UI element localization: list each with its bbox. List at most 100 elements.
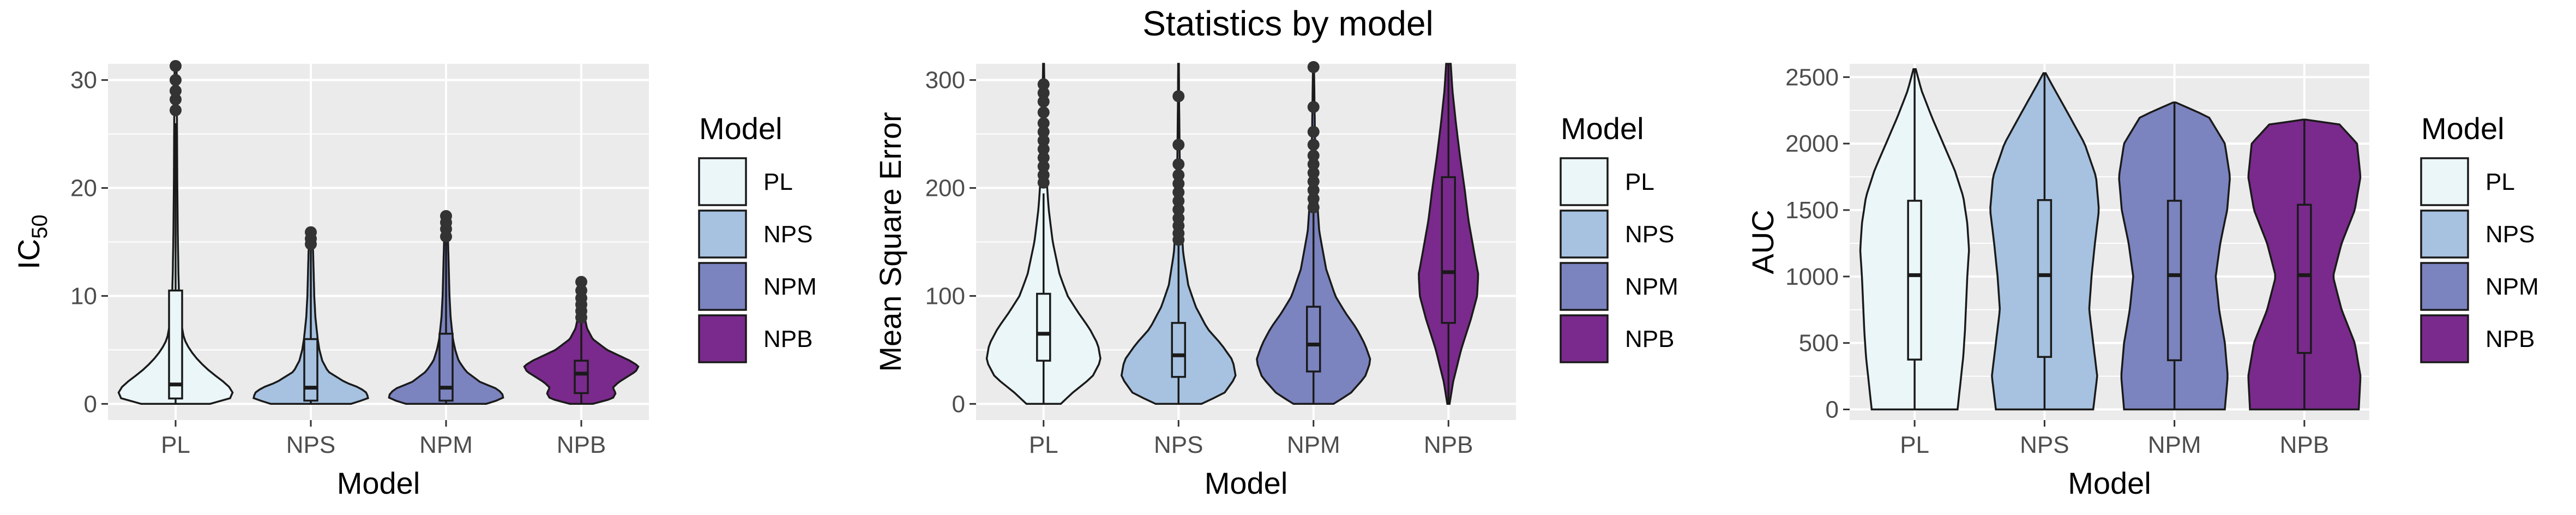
box-iqr <box>1036 292 1051 362</box>
violin-npm <box>388 210 504 405</box>
legend: Model PL NPS NPM NPB <box>1560 111 1678 363</box>
outlier-point <box>170 59 182 72</box>
x-tick-label: NPB <box>557 432 606 458</box>
y-axis-title-subscript: 50 <box>28 214 52 239</box>
violin-npm <box>1256 61 1371 405</box>
legend-label: NPM <box>763 273 817 300</box>
x-tick-label: NPS <box>2020 432 2069 458</box>
x-tick-label: NPS <box>286 432 335 458</box>
legend-key <box>1560 209 1609 259</box>
y-tick-label: 500 <box>1799 330 1839 357</box>
outlier-point <box>1037 117 1050 129</box>
outlier-point <box>1037 106 1050 119</box>
legend-key <box>1560 157 1609 206</box>
outlier-point <box>1172 90 1185 103</box>
panel-3: 0 500 1000 1500 2000 2500 PL NPS NPM NPB Model AUC M… <box>1746 64 2539 500</box>
outlier-point <box>1307 61 1320 73</box>
legend-title: Model <box>2421 111 2505 146</box>
outlier-point <box>1037 87 1050 99</box>
outlier-point <box>440 210 452 223</box>
legend-key <box>2420 157 2469 206</box>
violin-npm <box>2118 101 2231 411</box>
outlier-point <box>1307 149 1320 162</box>
x-tick-label: NPM <box>419 432 473 458</box>
outlier-point <box>1037 160 1050 172</box>
legend-key <box>698 157 747 206</box>
legend: Model PL NPS NPM NPB <box>2420 111 2539 363</box>
x-tick-label: NPS <box>1154 432 1203 458</box>
legend-label: PL <box>2485 169 2515 195</box>
outlier-point <box>1307 139 1320 151</box>
outlier-point <box>170 74 182 86</box>
outlier-point <box>1172 195 1185 207</box>
box-iqr <box>168 289 183 400</box>
outlier-point <box>1037 169 1050 181</box>
y-tick-label: 200 <box>925 175 965 202</box>
box-iqr <box>1907 200 1922 361</box>
legend-label: NPB <box>2485 326 2535 352</box>
violin-npb <box>1418 63 1479 405</box>
x-axis-title: Model <box>337 466 420 500</box>
legend-key <box>1560 314 1609 363</box>
y-tick-label: 0 <box>1826 397 1839 423</box>
legend-label: NPB <box>1625 326 1674 352</box>
outlier-point <box>1172 158 1185 171</box>
violin-nps <box>252 226 369 405</box>
box-iqr <box>2166 200 2182 362</box>
outlier-point <box>1307 125 1320 138</box>
legend-key <box>698 209 747 259</box>
box-iqr <box>574 360 589 394</box>
violin-npb <box>2247 118 2362 411</box>
y-tick-label: 1500 <box>1785 197 1839 224</box>
x-tick-label: PL <box>1029 432 1058 458</box>
y-tick-label: 10 <box>70 283 97 309</box>
outlier-point <box>1172 139 1185 151</box>
figure-title: Statistics by model <box>1142 4 1434 43</box>
outlier-point <box>1172 212 1185 224</box>
outlier-point <box>170 104 182 117</box>
y-tick-label: 0 <box>952 391 965 417</box>
outlier-point <box>1172 186 1185 199</box>
x-axis-title: Model <box>2068 466 2151 500</box>
y-tick-label: 0 <box>84 391 97 417</box>
outlier-point <box>575 276 587 288</box>
outlier-point <box>1307 175 1320 188</box>
violin-pl <box>985 63 1102 405</box>
box-iqr <box>303 338 318 402</box>
violin-nps <box>1120 63 1237 405</box>
x-tick-label: NPB <box>2280 432 2329 458</box>
y-tick-label: 20 <box>70 175 97 202</box>
box-iqr <box>1441 176 1456 324</box>
y-axis-title: IC50 <box>11 214 52 270</box>
outlier-point <box>1037 134 1050 147</box>
outlier-point <box>1307 193 1320 205</box>
box-iqr <box>1306 306 1321 373</box>
outlier-point <box>305 226 317 238</box>
legend-label: PL <box>763 169 793 195</box>
y-tick-label: 30 <box>70 67 97 94</box>
x-tick-label: NPB <box>1424 432 1473 458</box>
legend-label: PL <box>1625 169 1654 195</box>
legend-label: NPS <box>2485 221 2535 248</box>
outlier-point <box>1172 203 1185 216</box>
outlier-point <box>170 93 182 106</box>
outlier-point <box>1172 169 1185 181</box>
outlier-point <box>1037 143 1050 155</box>
outlier-point <box>1172 177 1185 190</box>
box-iqr <box>1171 322 1186 378</box>
legend-key <box>698 314 747 363</box>
outlier-point <box>1037 78 1050 91</box>
y-tick-label: 100 <box>925 283 965 309</box>
legend-key <box>698 262 747 311</box>
box-iqr <box>438 332 454 402</box>
legend-key <box>1560 262 1609 311</box>
outlier-point <box>1307 158 1320 171</box>
y-tick-label: 2500 <box>1785 64 1839 91</box>
legend-title: Model <box>699 111 783 146</box>
panels-group: 0 10 20 30 PL NPS NPM NPB Model IC50 Model PL NPS NPM… <box>11 59 2539 500</box>
legend: Model PL NPS NPM NPB <box>698 111 817 363</box>
violin-pl <box>1859 68 1970 411</box>
legend-label: NPB <box>763 326 812 352</box>
outlier-point <box>1307 201 1320 214</box>
